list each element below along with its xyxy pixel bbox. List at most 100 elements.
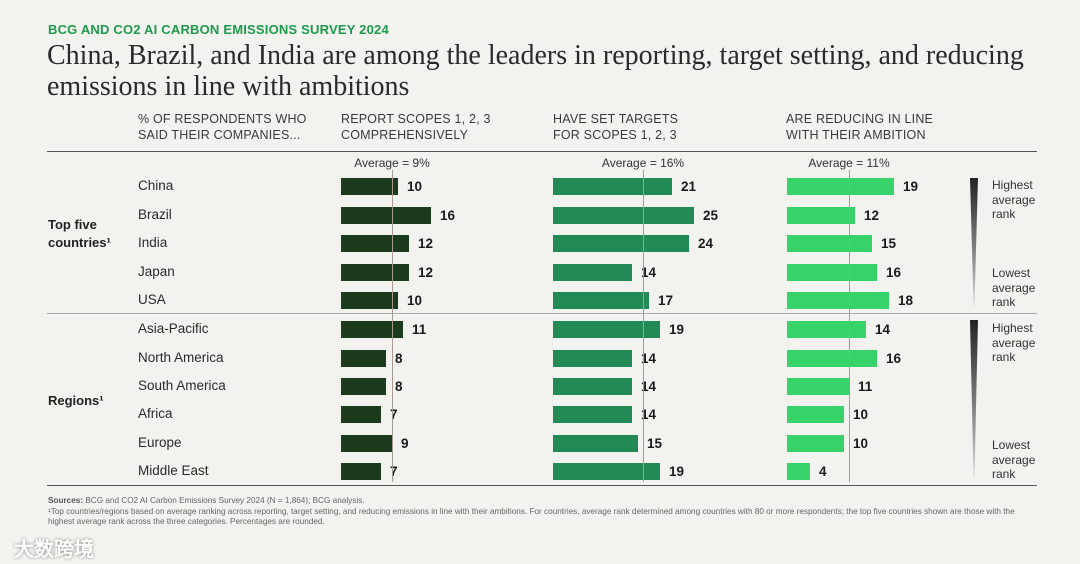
data-label: 19: [669, 464, 685, 479]
data-label: 12: [864, 208, 880, 223]
average-line: [392, 170, 393, 482]
row-label: India: [138, 235, 168, 250]
rank-top-countries: Highest average rank: [992, 178, 1036, 221]
row-label: Brazil: [138, 207, 172, 222]
data-label: 14: [641, 351, 657, 366]
average-line: [643, 170, 644, 482]
row-label: Africa: [138, 406, 173, 421]
bar: [553, 378, 632, 395]
bar: [341, 321, 403, 338]
bar: [787, 406, 844, 423]
data-label: 7: [390, 464, 398, 479]
row-label: North America: [138, 350, 224, 365]
data-label: 19: [669, 322, 685, 337]
data-label: 16: [886, 351, 902, 366]
data-label: 8: [395, 379, 403, 394]
column-header-reducing: ARE REDUCING IN LINE WITH THEIR AMBITION: [786, 112, 934, 142]
bar: [341, 178, 398, 195]
data-label: 25: [703, 208, 719, 223]
row-label: Europe: [138, 435, 182, 450]
bar: [341, 378, 386, 395]
row-label: Middle East: [138, 463, 209, 478]
footnote-note: ¹Top countries/regions based on average …: [48, 506, 1015, 527]
average-line: [849, 170, 850, 482]
bar: [553, 406, 632, 423]
data-label: 10: [853, 436, 869, 451]
row-header: % OF RESPONDENTS WHO SAID THEIR COMPANIE…: [138, 112, 307, 142]
group-label-regions: Regions¹: [48, 393, 104, 408]
bar: [787, 463, 810, 480]
data-label: 10: [407, 179, 423, 194]
row-label: South America: [138, 378, 226, 393]
bar: [553, 321, 660, 338]
data-label: 14: [641, 407, 657, 422]
data-label: 21: [681, 179, 697, 194]
bar: [553, 435, 638, 452]
data-label: 14: [641, 265, 657, 280]
row-label: Asia-Pacific: [138, 321, 209, 336]
data-label: 14: [641, 379, 657, 394]
rank-bottom-countries: Lowest average rank: [992, 266, 1036, 309]
bar: [787, 435, 844, 452]
bar: [787, 264, 877, 281]
header-rule: [47, 151, 1037, 152]
data-label: 8: [395, 351, 403, 366]
rank-wedge-regions: [970, 320, 978, 478]
bar: [787, 321, 866, 338]
bar: [553, 178, 672, 195]
bar: [341, 463, 381, 480]
row-label: Japan: [138, 264, 175, 279]
average-label: Average = 9%: [354, 156, 430, 170]
data-label: 16: [886, 265, 902, 280]
average-label: Average = 11%: [808, 156, 890, 170]
data-label: 11: [858, 379, 873, 394]
data-label: 17: [658, 293, 674, 308]
chart-title: China, Brazil, and India are among the l…: [47, 40, 1024, 102]
data-label: 14: [875, 322, 891, 337]
rank-bottom-regions: Lowest average rank: [992, 438, 1036, 481]
bar: [341, 235, 409, 252]
data-label: 19: [903, 179, 919, 194]
bottom-rule: [47, 485, 1037, 486]
bar: [787, 235, 872, 252]
data-label: 18: [898, 293, 914, 308]
bar: [787, 378, 849, 395]
data-label: 12: [418, 236, 434, 251]
bar: [553, 463, 660, 480]
watermark-logo: 大数跨境: [14, 539, 94, 561]
data-label: 10: [853, 407, 869, 422]
bar: [787, 178, 894, 195]
sources-text: BCG and CO2 AI Carbon Emissions Survey 2…: [85, 496, 365, 505]
bar: [341, 207, 431, 224]
data-label: 24: [698, 236, 714, 251]
data-label: 16: [440, 208, 456, 223]
bar: [553, 350, 632, 367]
row-label: China: [138, 178, 174, 193]
column-header-targets: HAVE SET TARGETS FOR SCOPES 1, 2, 3: [553, 112, 679, 142]
rank-wedge-countries: [970, 178, 978, 306]
group-divider-rule: [47, 313, 1037, 314]
bar: [787, 207, 855, 224]
survey-eyebrow: BCG AND CO2 AI CARBON EMISSIONS SURVEY 2…: [48, 22, 389, 37]
data-label: 7: [390, 407, 398, 422]
bar: [553, 207, 694, 224]
data-label: 15: [881, 236, 897, 251]
bar: [787, 350, 877, 367]
bar: [553, 264, 632, 281]
bar: [341, 350, 386, 367]
bar: [787, 292, 889, 309]
bar: [553, 292, 649, 309]
average-label: Average = 16%: [601, 156, 685, 170]
rank-top-regions: Highest average rank: [992, 321, 1036, 364]
bar: [341, 264, 409, 281]
data-label: 15: [647, 436, 663, 451]
bar: [341, 292, 398, 309]
column-header-report: REPORT SCOPES 1, 2, 3 COMPREHENSIVELY: [341, 112, 491, 142]
row-label: USA: [138, 292, 166, 307]
bar: [341, 406, 381, 423]
data-label: 10: [407, 293, 423, 308]
data-label: 4: [819, 464, 827, 479]
sources-label: Sources:: [48, 496, 84, 505]
data-label: 9: [401, 436, 409, 451]
data-label: 11: [412, 322, 427, 337]
